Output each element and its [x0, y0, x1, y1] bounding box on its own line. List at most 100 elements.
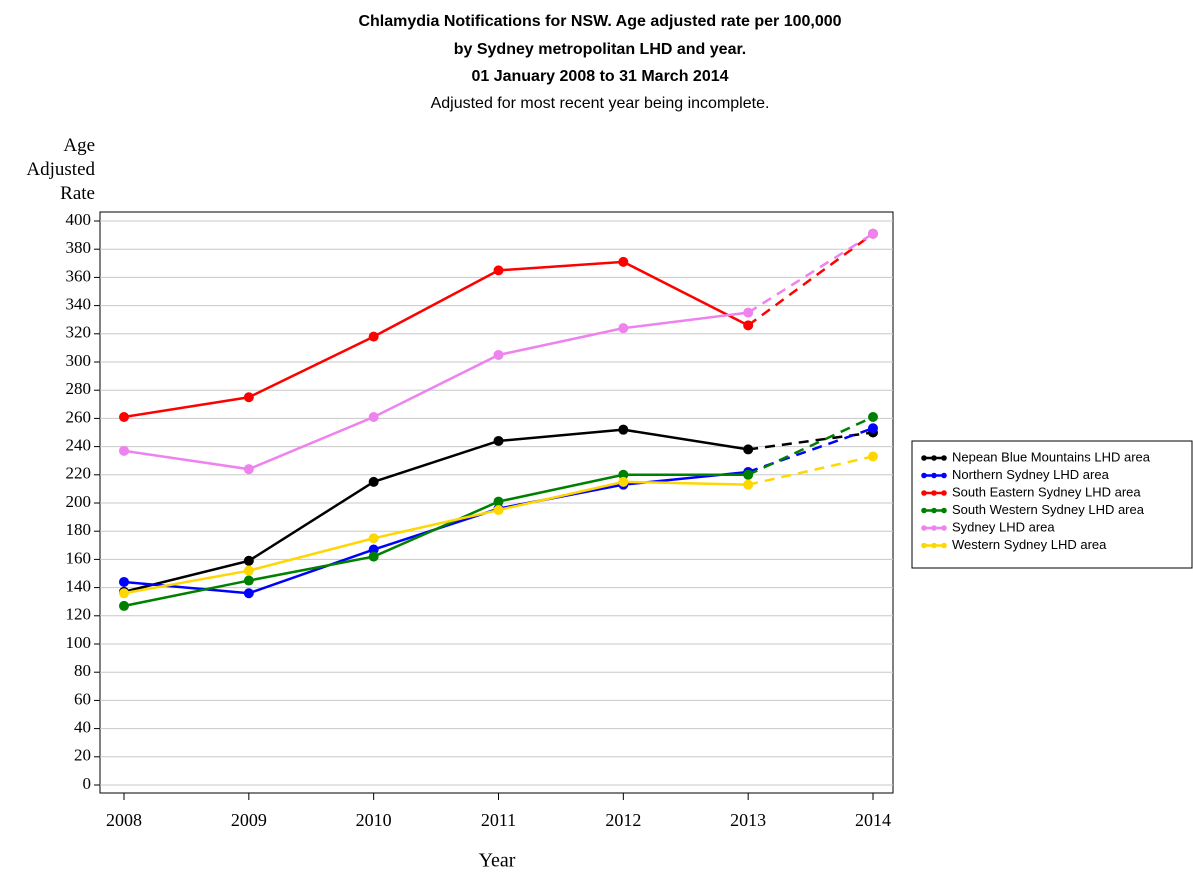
- data-point: [618, 256, 629, 267]
- data-point: [368, 551, 379, 562]
- series-line: [123, 473, 749, 608]
- data-point: [243, 575, 254, 586]
- chart-title: Chlamydia Notifications for NSW. Age adj…: [358, 13, 841, 30]
- data-point: [618, 469, 629, 480]
- legend-box: [911, 440, 1193, 569]
- y-tick-label: 340: [66, 295, 92, 314]
- legend-marker: [931, 525, 937, 531]
- data-point: [243, 555, 254, 566]
- data-point: [743, 320, 754, 331]
- data-point: [243, 565, 254, 576]
- y-tick-label: 240: [66, 436, 92, 455]
- data-point: [119, 588, 129, 599]
- legend-marker: [931, 490, 937, 496]
- data-point: [493, 435, 504, 446]
- legend-label: South Eastern Sydney LHD area: [952, 484, 1141, 499]
- legend-marker: [931, 472, 937, 479]
- y-tick-label: 300: [66, 351, 92, 370]
- data-point: [868, 228, 878, 239]
- x-tick-label: 2008: [106, 810, 142, 830]
- y-tick-label: 20: [74, 746, 91, 765]
- legend-marker: [941, 542, 947, 549]
- series-line: [123, 311, 749, 471]
- y-tick-label: 160: [66, 548, 92, 567]
- legend-marker: [941, 507, 947, 514]
- data-point: [243, 464, 254, 475]
- legend-marker: [931, 542, 937, 549]
- y-tick-label: 280: [66, 379, 92, 398]
- data-point: [368, 544, 379, 555]
- y-tick-label: 320: [66, 323, 92, 342]
- data-point: [493, 505, 504, 516]
- y-tick-label: 220: [66, 464, 92, 483]
- x-tick-label: 2013: [730, 810, 766, 830]
- x-tick-label: 2014: [855, 810, 891, 830]
- legend-label: Northern Sydney LHD area: [952, 467, 1110, 482]
- data-point: [243, 588, 254, 599]
- legend-marker: [931, 507, 937, 514]
- y-tick-label: 120: [66, 605, 92, 624]
- legend-marker: [921, 507, 927, 514]
- x-tick-label: 2009: [231, 810, 267, 830]
- x-tick-label: 2012: [605, 810, 641, 830]
- y-tick-label: 200: [66, 492, 92, 511]
- legend-label: Sydney LHD area: [952, 519, 1055, 534]
- legend-marker: [921, 525, 927, 531]
- chart-title: 01 January 2008 to 31 March 2014: [471, 68, 728, 85]
- data-point: [618, 476, 629, 487]
- data-point: [493, 349, 504, 360]
- legend-label: South Western Sydney LHD area: [952, 502, 1145, 517]
- legend-marker: [921, 542, 927, 549]
- series-line: [123, 260, 749, 419]
- legend-marker: [921, 472, 927, 479]
- legend-marker: [941, 455, 947, 461]
- x-tick-label: 2010: [356, 810, 392, 830]
- legend-marker: [921, 490, 927, 496]
- legend-marker: [941, 525, 947, 531]
- legend-label: Western Sydney LHD area: [952, 537, 1107, 552]
- data-point: [119, 445, 129, 456]
- data-point: [243, 392, 254, 403]
- data-point: [868, 451, 878, 462]
- data-point: [119, 411, 129, 422]
- y-tick-label: 380: [66, 238, 92, 257]
- legend-label: Nepean Blue Mountains LHD area: [952, 449, 1151, 464]
- data-point: [743, 307, 754, 318]
- data-point: [743, 444, 754, 455]
- chart-subtitle: Adjusted for most recent year being inco…: [431, 95, 770, 112]
- legend-marker: [941, 490, 947, 496]
- data-point: [868, 411, 878, 422]
- y-tick-label: 100: [66, 633, 92, 652]
- series-line: [123, 480, 749, 595]
- chart-title: by Sydney metropolitan LHD and year.: [454, 41, 747, 58]
- legend-marker: [941, 472, 947, 479]
- data-point: [618, 323, 629, 334]
- data-point: [743, 469, 754, 480]
- data-point: [368, 411, 379, 422]
- data-point: [868, 423, 878, 434]
- y-tick-label: 40: [74, 718, 91, 737]
- series-line: [123, 428, 749, 594]
- legend-marker: [921, 455, 927, 461]
- y-tick-label: 60: [74, 689, 91, 708]
- data-point: [368, 533, 379, 544]
- data-point: [368, 331, 379, 342]
- y-tick-label: 260: [66, 407, 92, 426]
- data-point: [618, 424, 629, 435]
- series-line-projected: [747, 415, 874, 476]
- series-line-projected: [747, 232, 874, 327]
- data-point: [119, 600, 129, 611]
- data-point: [119, 576, 129, 587]
- series-line-projected: [747, 455, 874, 486]
- y-tick-label: 180: [66, 520, 92, 539]
- y-tick-label: 80: [74, 661, 91, 680]
- data-point: [493, 265, 504, 276]
- y-tick-label: 0: [83, 774, 92, 793]
- x-axis-label: Year: [479, 850, 516, 872]
- data-point: [368, 476, 379, 487]
- series-line-projected: [747, 232, 874, 314]
- x-tick-label: 2011: [481, 810, 516, 830]
- y-tick-label: 360: [66, 266, 92, 285]
